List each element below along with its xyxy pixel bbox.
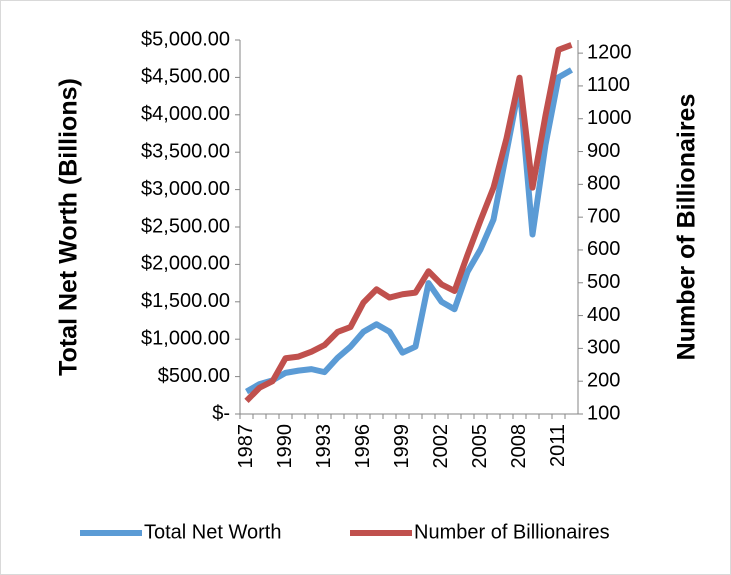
y-tick-label: $500.00	[158, 365, 230, 387]
y-tick-label: $3,500.00	[141, 140, 230, 162]
x-tick-label: 1999	[391, 424, 413, 469]
x-tick-label: 1996	[352, 424, 374, 469]
y2-tick-label: 1100	[587, 74, 630, 96]
y-tick-label: $5,000.00	[141, 28, 230, 50]
y2-tick-label: 300	[587, 337, 620, 359]
y2-tick-label: 900	[587, 140, 620, 162]
x-tick-label: 2008	[508, 424, 530, 469]
y2-tick-label: 500	[587, 271, 620, 293]
y-tick-label: $2,000.00	[141, 253, 230, 275]
y2-tick-label: 700	[587, 205, 620, 227]
x-tick-label: 1987	[235, 424, 257, 469]
y-tick-label: $1,000.00	[141, 327, 230, 349]
y2-tick-label: 400	[587, 304, 620, 326]
y2-tick-label: 600	[587, 238, 620, 260]
y-tick-label: $2,500.00	[141, 215, 230, 237]
x-tick-label: 2002	[430, 424, 452, 469]
y-axis-title: Total Net Worth (Billions)	[55, 78, 83, 376]
x-tick-label: 2005	[469, 424, 491, 469]
y-tick-label: $4,500.00	[141, 66, 230, 88]
legend-label: Number of Billionaires	[414, 521, 610, 543]
y-tick-label: $1,500.00	[141, 290, 230, 312]
y2-tick-label: 200	[587, 369, 620, 391]
series-line	[244, 42, 573, 403]
x-tick-label: 1993	[313, 424, 335, 469]
y2-tick-label: 100	[587, 402, 620, 424]
x-tick-label: 1990	[274, 424, 296, 469]
y2-tick-label: 800	[587, 173, 620, 195]
legend-label: Total Net Worth	[144, 521, 281, 543]
y-tick-label: $4,000.00	[141, 103, 230, 125]
y-tick-label: $3,000.00	[141, 178, 230, 200]
y2-axis-title: Number of Billionaires	[673, 94, 701, 361]
x-tick-label: 2011	[547, 424, 569, 467]
y-tick-label: $-	[212, 402, 230, 424]
y2-tick-label: 1000	[587, 107, 632, 129]
y2-tick-label: 1200	[587, 41, 632, 63]
